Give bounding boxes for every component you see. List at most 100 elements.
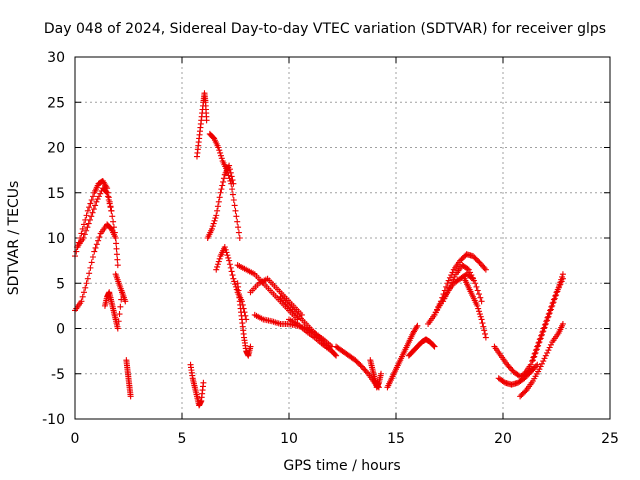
data-point <box>478 316 485 323</box>
data-point <box>547 341 554 348</box>
data-point <box>210 220 217 227</box>
data-point <box>540 328 547 335</box>
data-point <box>218 186 225 193</box>
data-point <box>446 284 453 291</box>
data-point <box>536 339 543 346</box>
data-point <box>114 262 121 269</box>
y-tick-label: 30 <box>47 50 65 66</box>
series-arc-a <box>72 177 121 269</box>
data-point <box>558 276 565 283</box>
data-point <box>218 155 225 162</box>
data-point <box>332 351 339 358</box>
data-point <box>546 310 553 317</box>
data-point <box>110 218 117 225</box>
data-point <box>447 282 454 289</box>
data-point <box>220 178 227 185</box>
data-point <box>451 273 458 280</box>
data-point <box>541 355 548 362</box>
data-point <box>220 175 227 182</box>
data-point <box>448 272 455 279</box>
data-point <box>208 225 215 232</box>
data-point <box>85 220 92 227</box>
data-point <box>94 196 101 203</box>
data-point <box>114 325 121 332</box>
data-point <box>546 344 553 351</box>
series-arc-c <box>74 185 115 251</box>
data-point <box>213 266 220 273</box>
data-point <box>465 266 472 273</box>
data-point <box>114 256 121 263</box>
y-tick-label: 15 <box>47 186 65 202</box>
data-point <box>468 272 475 279</box>
y-tick-label: 10 <box>47 231 65 247</box>
data-point <box>227 264 234 271</box>
data-point <box>93 198 100 205</box>
data-point <box>113 240 120 247</box>
data-point <box>480 263 487 270</box>
data-point <box>108 207 115 214</box>
data-point <box>476 308 483 315</box>
data-point <box>529 367 536 374</box>
data-point <box>537 335 544 342</box>
data-point <box>73 248 80 255</box>
data-point <box>229 186 236 193</box>
data-point <box>522 388 529 395</box>
y-tick-label: 20 <box>47 141 65 157</box>
data-point <box>103 188 110 195</box>
data-point <box>559 320 566 327</box>
series-arc-i <box>206 130 243 241</box>
data-point <box>506 364 513 371</box>
series-arc-b <box>72 221 119 314</box>
data-point <box>544 317 551 324</box>
data-point <box>232 281 239 288</box>
x-tick-label: 25 <box>601 431 619 447</box>
data-point <box>526 370 533 377</box>
data-point <box>127 393 134 400</box>
data-point <box>442 292 449 299</box>
grid-lines <box>75 57 610 419</box>
data-point <box>93 241 100 248</box>
data-point <box>357 362 364 369</box>
data-point <box>559 273 566 280</box>
data-point <box>472 280 479 287</box>
data-point <box>116 311 123 318</box>
data-point <box>542 320 549 327</box>
data-point <box>232 207 239 214</box>
data-point <box>527 361 534 368</box>
series-arc-j <box>204 162 237 241</box>
data-point <box>89 209 96 216</box>
data-point <box>115 318 122 325</box>
data-point <box>531 364 538 371</box>
data-point <box>78 230 85 237</box>
data-point <box>223 249 230 256</box>
data-point <box>480 323 487 330</box>
series-arc-t <box>384 322 421 391</box>
data-point <box>214 263 221 270</box>
data-point <box>476 259 483 266</box>
data-point <box>235 224 242 231</box>
data-point <box>474 302 481 309</box>
x-tick-label: 0 <box>71 431 80 447</box>
data-point <box>215 198 222 205</box>
data-point <box>247 343 254 350</box>
plot-frame <box>74 56 611 420</box>
series-arc-e <box>112 271 129 305</box>
data-point <box>477 260 484 267</box>
data-point <box>92 202 99 209</box>
data-point <box>80 221 87 228</box>
data-point <box>89 254 96 261</box>
series-arc-x <box>440 262 485 305</box>
data-point <box>481 327 488 334</box>
data-point <box>333 352 340 359</box>
data-point <box>81 231 88 238</box>
data-point <box>505 363 512 370</box>
data-point <box>533 346 540 353</box>
data-point <box>537 363 544 370</box>
data-point <box>212 215 219 222</box>
data-point <box>214 207 221 214</box>
data-point <box>231 278 238 285</box>
data-point <box>216 255 223 262</box>
data-point <box>479 262 486 269</box>
data-point <box>117 303 124 310</box>
